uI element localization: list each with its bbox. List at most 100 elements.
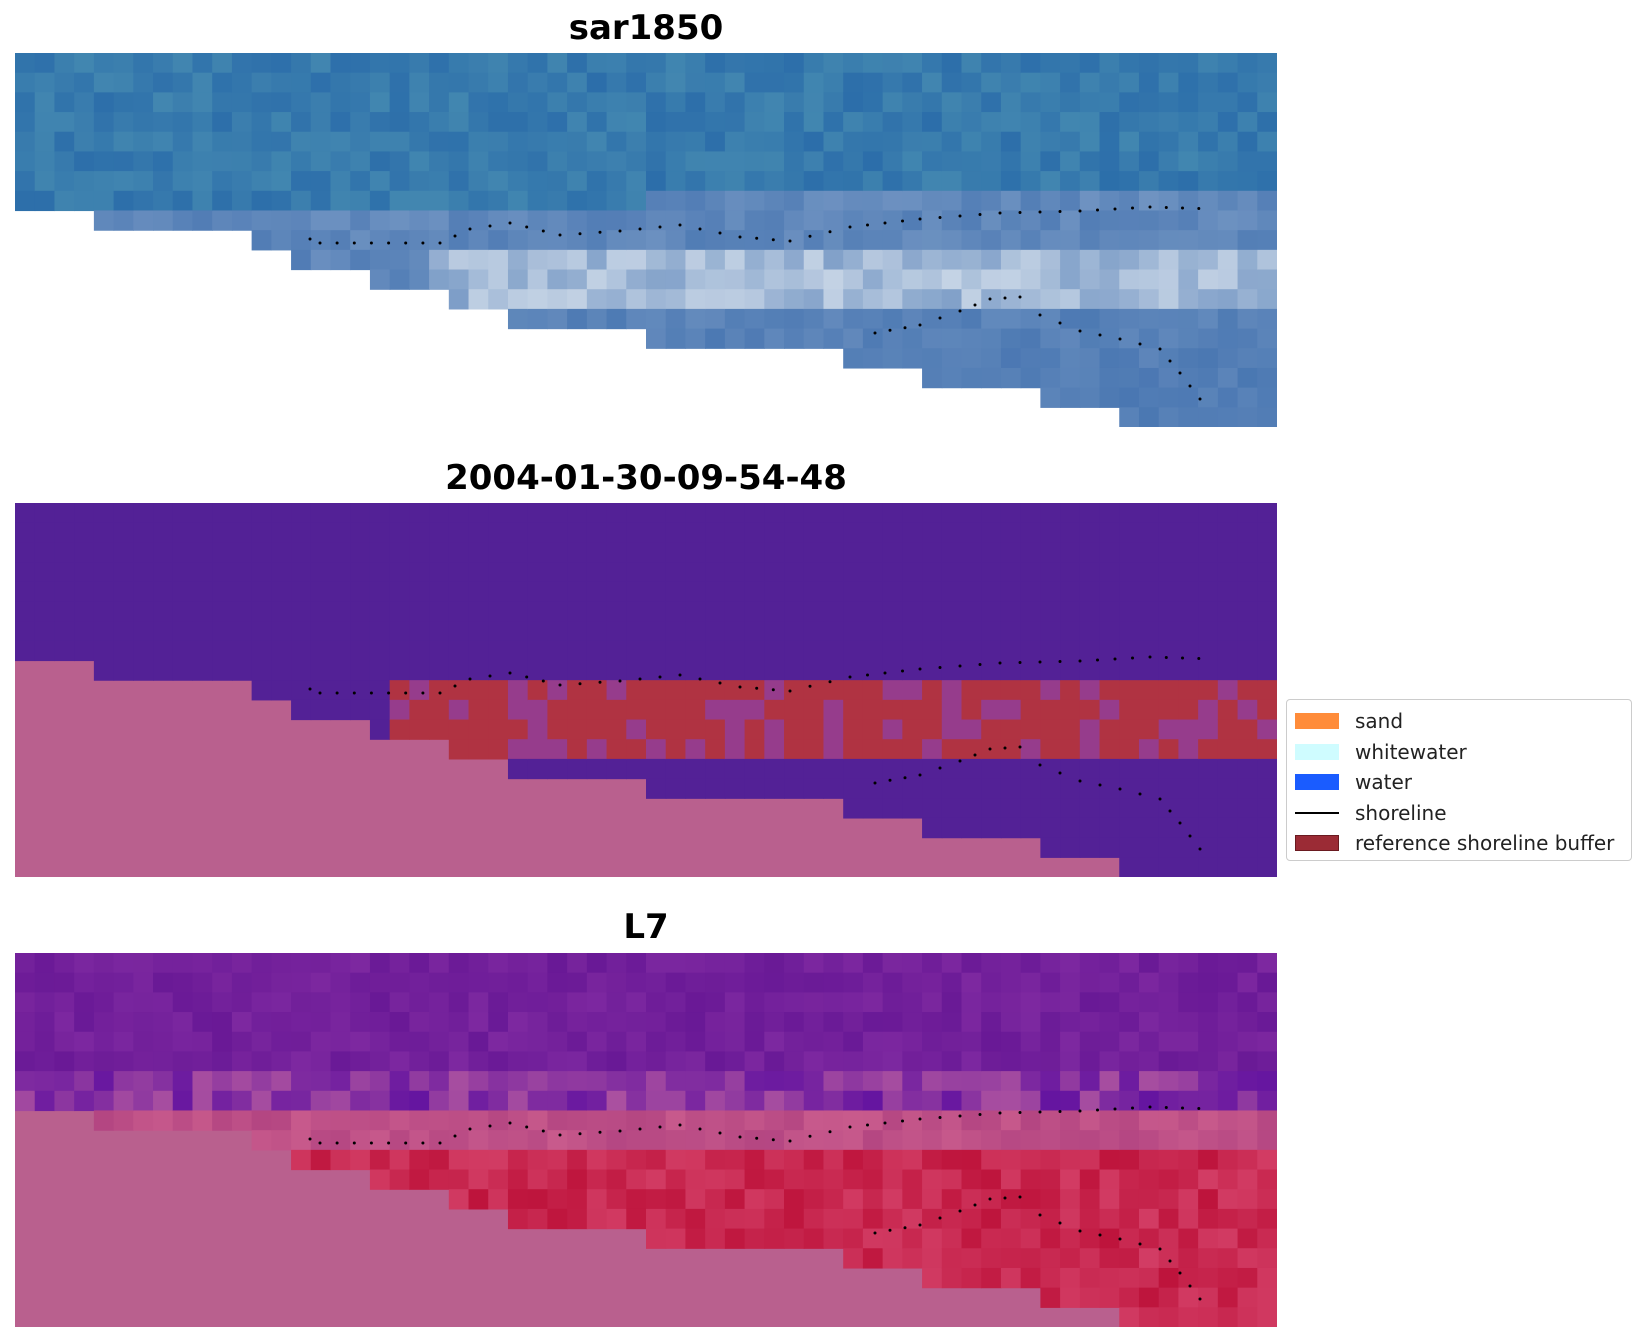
pixel-cell: [764, 269, 785, 290]
pixel-cell: [823, 1189, 844, 1210]
pixel-cell: [1217, 230, 1239, 251]
pixel-cell: [764, 542, 785, 563]
pixel-cell: [902, 522, 923, 543]
pixel-cell: [350, 1031, 371, 1053]
pixel-cell: [1000, 190, 1022, 212]
pixel-cell: [567, 1149, 588, 1171]
pixel-cell: [922, 953, 943, 974]
pixel-cell: [843, 601, 864, 622]
pixel-cell: [784, 972, 805, 993]
pixel-cell: [1237, 857, 1258, 877]
pixel-cell: [902, 92, 923, 113]
pixel-cell: [1158, 1169, 1180, 1190]
pixel-cell: [527, 269, 549, 290]
pixel-cell: [586, 1071, 608, 1092]
pixel-cell: [1060, 289, 1081, 310]
pixel-cell: [646, 601, 667, 622]
pixel-cell: [409, 522, 430, 543]
pixel-cell: [133, 562, 154, 583]
pixel-cell: [271, 1110, 292, 1131]
pixel-cell: [902, 739, 923, 760]
pixel-cell: [350, 1090, 371, 1112]
pixel-cell: [1158, 230, 1180, 251]
pixel-cell: [527, 1031, 549, 1053]
pixel-cell: [1060, 1012, 1081, 1033]
pixel-cell: [646, 328, 667, 349]
pixel-cell: [902, 171, 923, 192]
pixel-cell: [784, 699, 805, 721]
pixel-cell: [291, 699, 312, 721]
pixel-cell: [488, 53, 509, 74]
pixel-cell: [15, 542, 36, 563]
pixel-cell: [34, 92, 56, 113]
pixel-cell: [1099, 1287, 1120, 1308]
pixel-cell: [527, 699, 549, 721]
pixel-cell: [1138, 407, 1160, 427]
pixel-cell: [922, 660, 943, 681]
pixel-cell: [882, 739, 903, 760]
pixel-cell: [468, 739, 489, 760]
shoreline-point: [488, 1124, 492, 1128]
shoreline-point: [848, 225, 852, 229]
pixel-cell: [192, 1071, 213, 1092]
pixel-cell: [586, 680, 608, 701]
pixel-cell: [54, 53, 75, 74]
pixel-cell: [113, 131, 134, 153]
pixel-cell: [764, 972, 785, 993]
pixel-cell: [409, 269, 430, 290]
pixel-cell: [1217, 53, 1239, 74]
pixel-cell: [1020, 1267, 1041, 1289]
pixel-cell: [251, 1071, 272, 1092]
pixel-cell: [862, 542, 884, 563]
pixel-cell: [764, 1012, 785, 1033]
shoreline-point: [1003, 746, 1007, 750]
legend-label: shoreline: [1355, 800, 1447, 825]
pixel-cell: [626, 1189, 647, 1210]
pixel-cell: [1217, 308, 1239, 330]
pixel-cell: [882, 92, 903, 113]
pixel-cell: [823, 621, 844, 642]
pixel-cell: [113, 581, 134, 603]
pixel-cell: [1198, 1169, 1219, 1190]
pixel-cell: [1079, 1228, 1101, 1249]
pixel-cell: [409, 660, 430, 681]
pixel-cell: [626, 1012, 647, 1033]
pixel-cell: [724, 308, 746, 330]
pixel-cell: [1217, 719, 1239, 740]
pixel-cell: [1020, 719, 1041, 740]
pixel-cell: [74, 503, 95, 524]
pixel-cell: [1060, 758, 1081, 780]
pixel-cell: [15, 1090, 36, 1112]
pixel-cell: [389, 1149, 410, 1171]
pixel-cell: [1217, 1267, 1239, 1289]
pixel-cell: [547, 581, 568, 603]
pixel-cell: [1060, 542, 1081, 563]
pixel-cell: [133, 660, 154, 681]
pixel-cell: [764, 758, 785, 780]
pixel-cell: [1158, 367, 1180, 389]
pixel-cell: [1040, 778, 1061, 799]
pixel-cell: [1237, 680, 1258, 701]
pixel-cell: [882, 503, 903, 524]
pixel-cell: [1158, 621, 1180, 642]
pixel-cell: [685, 972, 706, 993]
pixel-cell: [1158, 972, 1180, 993]
pixel-cell: [961, 171, 982, 192]
pixel-cell: [1217, 151, 1239, 172]
pixel-cell: [1060, 660, 1081, 681]
pixel-cell: [1217, 542, 1239, 563]
pixel-cell: [961, 621, 982, 642]
pixel-cell: [784, 269, 805, 290]
pixel-cell: [626, 210, 647, 231]
pixel-cell: [902, 719, 923, 740]
pixel-cell: [153, 210, 174, 231]
pixel-cell: [1119, 1130, 1140, 1151]
pixel-cell: [1060, 1149, 1081, 1171]
pixel-cell: [1158, 210, 1180, 231]
pixel-cell: [1040, 621, 1061, 642]
pixel-cell: [744, 699, 765, 721]
pixel-cell: [764, 92, 785, 113]
pixel-cell: [1217, 1248, 1239, 1269]
pixel-cell: [1099, 151, 1120, 172]
shoreline-point: [828, 230, 832, 234]
